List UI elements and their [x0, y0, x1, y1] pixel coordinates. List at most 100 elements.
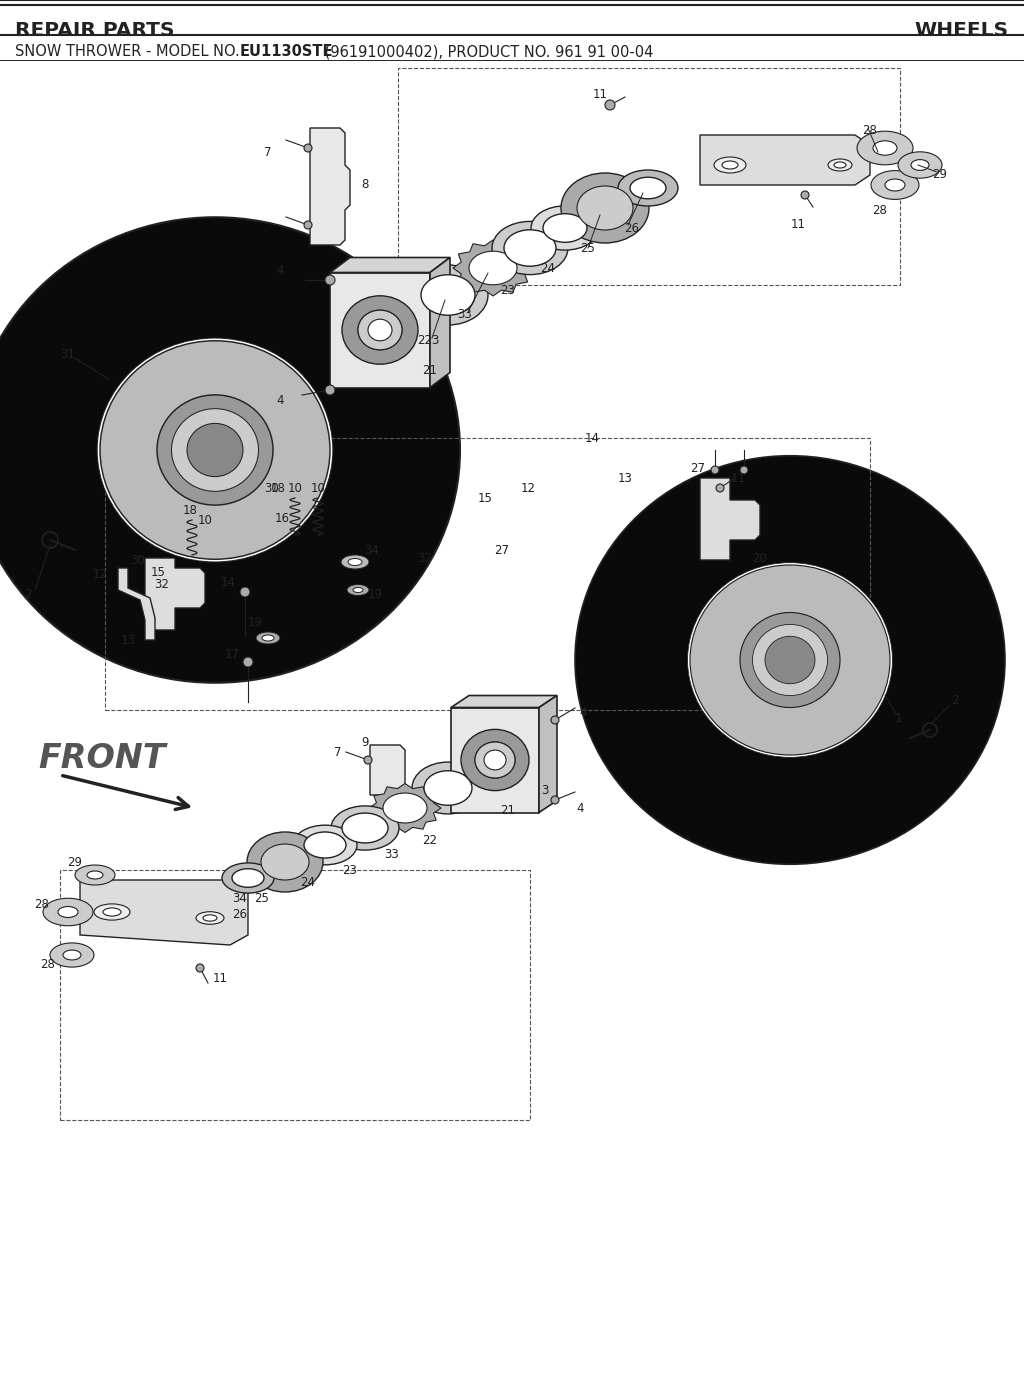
Bar — [451, 708, 539, 813]
Bar — [330, 273, 430, 388]
Ellipse shape — [103, 909, 121, 915]
Ellipse shape — [358, 310, 402, 350]
Text: SNOW THROWER - MODEL NO.: SNOW THROWER - MODEL NO. — [15, 44, 245, 60]
Ellipse shape — [0, 217, 460, 683]
Ellipse shape — [408, 265, 488, 325]
Text: 33: 33 — [385, 849, 399, 861]
Polygon shape — [330, 258, 450, 273]
Polygon shape — [80, 879, 248, 945]
Text: 13: 13 — [617, 471, 633, 485]
Circle shape — [740, 465, 748, 474]
Ellipse shape — [342, 813, 388, 843]
Text: 30: 30 — [131, 554, 145, 566]
Text: 16: 16 — [274, 511, 290, 525]
Text: EU1130STE: EU1130STE — [240, 44, 334, 60]
Text: 15: 15 — [477, 492, 493, 504]
Circle shape — [551, 796, 559, 805]
Ellipse shape — [753, 625, 827, 695]
Text: 32: 32 — [155, 579, 169, 591]
Ellipse shape — [740, 612, 840, 708]
Text: 8: 8 — [361, 179, 369, 191]
Text: 14: 14 — [220, 576, 236, 589]
Circle shape — [304, 222, 312, 229]
Text: 25: 25 — [581, 241, 595, 255]
Circle shape — [801, 191, 809, 199]
Ellipse shape — [424, 770, 472, 805]
Circle shape — [240, 587, 250, 597]
Text: 19: 19 — [248, 616, 262, 630]
Ellipse shape — [722, 161, 738, 169]
Text: 15: 15 — [151, 565, 166, 579]
Text: 4: 4 — [276, 263, 284, 277]
Text: 10: 10 — [288, 482, 302, 494]
Ellipse shape — [353, 587, 362, 593]
Ellipse shape — [714, 157, 746, 173]
Text: 21: 21 — [423, 363, 437, 377]
Ellipse shape — [97, 338, 333, 562]
Text: WHEELS: WHEELS — [914, 21, 1009, 40]
Text: 4: 4 — [276, 393, 284, 407]
Text: 11: 11 — [213, 971, 227, 985]
Ellipse shape — [203, 915, 217, 921]
Text: 9: 9 — [361, 735, 369, 748]
Ellipse shape — [618, 170, 678, 206]
Ellipse shape — [469, 251, 517, 285]
Text: 12: 12 — [92, 568, 108, 582]
Ellipse shape — [765, 636, 815, 684]
Ellipse shape — [461, 730, 529, 791]
Text: 21: 21 — [501, 803, 515, 817]
Text: 29: 29 — [68, 856, 83, 868]
Ellipse shape — [412, 762, 484, 814]
Circle shape — [304, 144, 312, 152]
Ellipse shape — [187, 424, 243, 476]
Polygon shape — [310, 127, 350, 245]
Polygon shape — [451, 695, 557, 708]
Text: 20: 20 — [753, 551, 767, 565]
Text: 2: 2 — [25, 589, 32, 601]
Polygon shape — [118, 568, 155, 640]
Ellipse shape — [262, 634, 274, 641]
Text: 34: 34 — [232, 892, 248, 904]
Ellipse shape — [828, 159, 852, 170]
Circle shape — [605, 100, 615, 109]
Circle shape — [711, 465, 719, 474]
Text: 23: 23 — [343, 863, 357, 877]
Ellipse shape — [713, 586, 867, 734]
Ellipse shape — [75, 866, 115, 885]
Ellipse shape — [630, 177, 666, 199]
Ellipse shape — [100, 341, 330, 560]
Text: 3: 3 — [431, 334, 438, 346]
Text: 7: 7 — [334, 745, 342, 759]
Ellipse shape — [196, 911, 224, 924]
Text: 7: 7 — [264, 145, 271, 158]
Text: 3: 3 — [542, 784, 549, 796]
Text: REPAIR PARTS: REPAIR PARTS — [15, 21, 174, 40]
Text: 32: 32 — [418, 551, 432, 565]
Bar — [60, 870, 530, 1120]
Ellipse shape — [94, 904, 130, 920]
Ellipse shape — [857, 132, 913, 165]
Polygon shape — [369, 784, 441, 832]
Circle shape — [716, 483, 724, 492]
Circle shape — [325, 276, 335, 285]
Text: 4: 4 — [577, 802, 584, 814]
Text: 18: 18 — [270, 482, 286, 494]
Text: 26: 26 — [625, 222, 640, 234]
Ellipse shape — [475, 742, 515, 778]
Ellipse shape — [834, 162, 846, 168]
Ellipse shape — [58, 907, 78, 917]
Ellipse shape — [871, 170, 919, 199]
Ellipse shape — [885, 179, 905, 191]
Text: 30: 30 — [264, 482, 280, 494]
Text: 34: 34 — [365, 543, 380, 557]
Text: 26: 26 — [232, 909, 248, 921]
Text: 2: 2 — [951, 694, 958, 706]
Ellipse shape — [898, 152, 942, 179]
Ellipse shape — [475, 742, 515, 778]
Text: 12: 12 — [520, 482, 536, 494]
Ellipse shape — [577, 186, 633, 230]
Ellipse shape — [347, 584, 369, 596]
Ellipse shape — [543, 213, 587, 242]
Ellipse shape — [561, 173, 649, 242]
Text: 22: 22 — [423, 834, 437, 846]
